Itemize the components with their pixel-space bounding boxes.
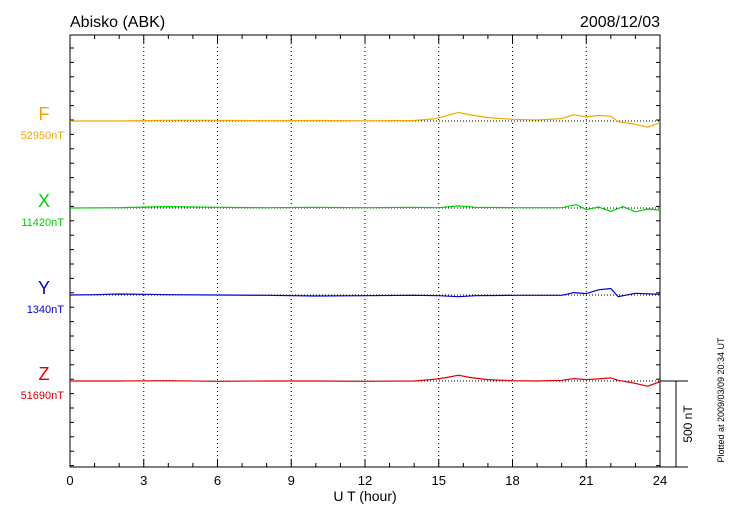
scale-bar-label: 500 nT [681,405,695,443]
series-line-f [70,111,661,128]
series-baseline-x: 11420nT [21,217,64,229]
plotted-at-note: Plotted at 2009/03/09 20:34 UT [716,337,726,463]
x-tick-label: 24 [653,473,667,488]
x-tick-label: 9 [288,473,295,488]
x-tick-label: 3 [140,473,147,488]
series-lines [69,111,661,387]
chart-title: Abisko (ABK) [70,14,165,31]
vertical-grid-lines [143,35,587,467]
series-line-x [69,204,661,213]
series-baseline-y: 1340nT [27,304,65,316]
x-tick-label: 0 [66,473,73,488]
x-tick-label: 15 [432,473,446,488]
series-name-z: Z [39,364,50,384]
axis-tick-marks [69,35,661,467]
x-tick-label: 6 [214,473,221,488]
x-axis-label: U T (hour) [333,488,396,504]
x-tick-label: 21 [579,473,593,488]
series-baseline-f: 52950nT [21,130,65,142]
x-tick-labels: 0 3 6 9 12 15 18 21 24 [66,473,667,488]
series-name-f: F [39,104,50,124]
x-tick-label: 18 [505,473,519,488]
series-name-y: Y [38,278,50,298]
series-baseline-z: 51690nT [21,390,65,402]
x-tick-label: 12 [358,473,372,488]
chart-date: 2008/12/03 [580,14,660,31]
series-name-x: X [38,191,50,211]
series-line-y [69,287,661,298]
series-labels: F 52950nT X 11420nT Y 1340nT Z 51690nT [21,104,65,402]
series-line-z [70,374,661,387]
